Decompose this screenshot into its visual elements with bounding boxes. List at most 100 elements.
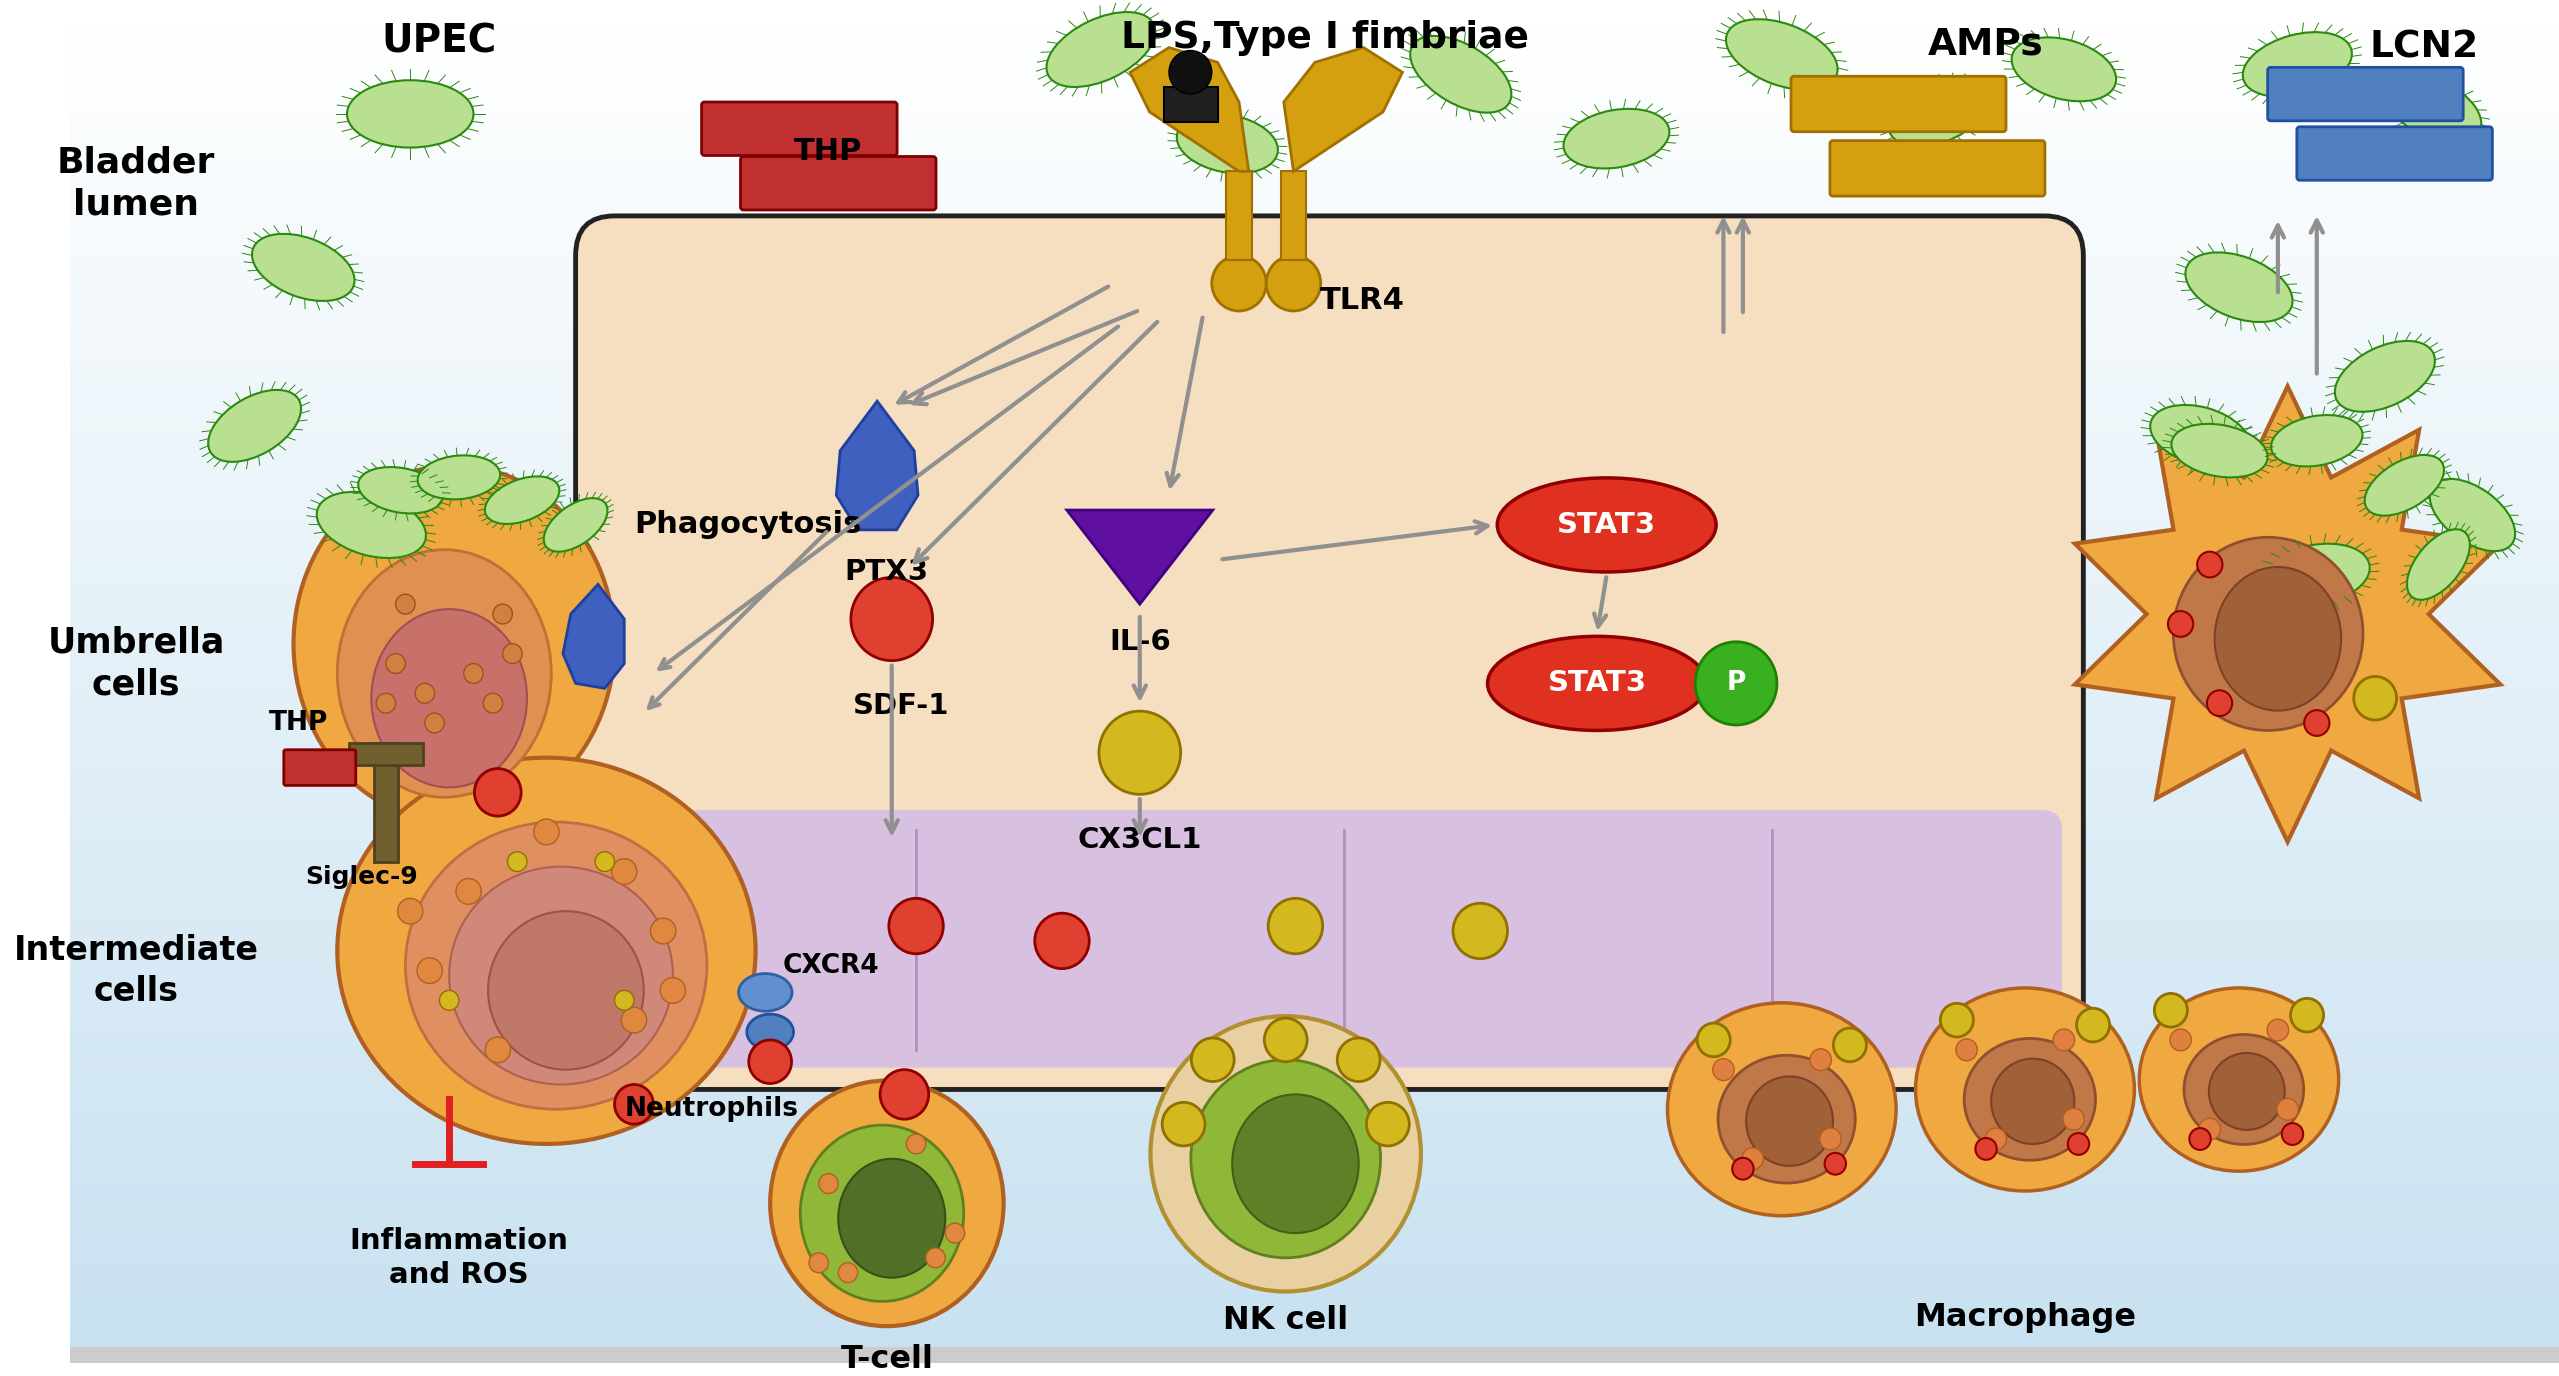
Circle shape: [473, 769, 522, 816]
Circle shape: [1267, 256, 1320, 311]
Ellipse shape: [2208, 1053, 2285, 1130]
Bar: [617, 830, 2042, 1049]
Circle shape: [1986, 1128, 2006, 1150]
Ellipse shape: [1717, 1055, 1855, 1183]
Bar: [69, 227, 2559, 238]
FancyBboxPatch shape: [701, 102, 898, 155]
Bar: [69, 1295, 2559, 1306]
Bar: [69, 352, 2559, 363]
Bar: [69, 625, 2559, 636]
Bar: [69, 545, 2559, 556]
Bar: [1226, 172, 1251, 260]
Bar: [69, 999, 2559, 1011]
Bar: [69, 579, 2559, 590]
Ellipse shape: [317, 491, 425, 559]
Bar: [69, 69, 2559, 80]
Bar: [69, 341, 2559, 352]
Ellipse shape: [338, 758, 755, 1143]
Bar: [69, 11, 2559, 23]
Circle shape: [2063, 1108, 2086, 1130]
Circle shape: [596, 852, 614, 871]
Bar: [69, 943, 2559, 954]
Circle shape: [1809, 1049, 1832, 1071]
Circle shape: [397, 899, 422, 925]
Polygon shape: [1285, 48, 1402, 172]
Bar: [69, 250, 2559, 261]
Bar: [69, 716, 2559, 727]
Circle shape: [1338, 1038, 1379, 1082]
Bar: [617, 830, 2042, 850]
Bar: [69, 852, 2559, 863]
Bar: [69, 443, 2559, 454]
Circle shape: [888, 899, 944, 954]
Bar: [69, 102, 2559, 114]
Bar: [69, 966, 2559, 977]
Bar: [69, 1044, 2559, 1057]
Bar: [69, 1159, 2559, 1170]
Bar: [69, 727, 2559, 738]
Ellipse shape: [338, 549, 550, 797]
Text: UPEC: UPEC: [381, 22, 496, 61]
Ellipse shape: [801, 1126, 965, 1302]
Circle shape: [2198, 1119, 2221, 1139]
Circle shape: [1825, 1153, 1845, 1175]
Circle shape: [425, 713, 445, 733]
Bar: [69, 932, 2559, 943]
Ellipse shape: [2428, 479, 2515, 552]
Bar: [374, 743, 397, 861]
Bar: [69, 1022, 2559, 1033]
Bar: [69, 1124, 2559, 1135]
Circle shape: [819, 1174, 839, 1193]
Circle shape: [1819, 1128, 1840, 1150]
Ellipse shape: [1668, 1003, 1896, 1216]
Polygon shape: [1131, 48, 1249, 172]
Text: Phagocytosis: Phagocytosis: [635, 510, 862, 539]
Circle shape: [456, 878, 481, 904]
Circle shape: [1832, 1028, 1866, 1062]
Bar: [69, 1238, 2559, 1249]
Circle shape: [1098, 711, 1180, 794]
Circle shape: [486, 1038, 509, 1062]
Circle shape: [2303, 710, 2329, 736]
Bar: [69, 1215, 2559, 1226]
Circle shape: [1213, 256, 1267, 311]
Ellipse shape: [2214, 567, 2341, 710]
Text: THP: THP: [793, 138, 862, 166]
Circle shape: [2052, 1029, 2075, 1051]
Ellipse shape: [2139, 988, 2339, 1171]
Circle shape: [386, 654, 404, 673]
Ellipse shape: [1177, 114, 1277, 173]
Circle shape: [494, 604, 512, 623]
Polygon shape: [2075, 387, 2500, 842]
Ellipse shape: [417, 455, 499, 499]
Circle shape: [415, 684, 435, 703]
Bar: [69, 329, 2559, 341]
Bar: [69, 1271, 2559, 1284]
Circle shape: [2278, 1098, 2298, 1120]
Bar: [69, 1351, 2559, 1362]
Bar: [69, 261, 2559, 272]
Circle shape: [1976, 1138, 1996, 1160]
Bar: [69, 374, 2559, 387]
Circle shape: [1269, 899, 1323, 954]
Bar: [69, 1102, 2559, 1113]
Ellipse shape: [2265, 544, 2370, 605]
Circle shape: [2170, 1029, 2191, 1051]
Bar: [69, 477, 2559, 488]
Bar: [69, 216, 2559, 227]
Circle shape: [2267, 1020, 2288, 1040]
Ellipse shape: [404, 821, 706, 1109]
Bar: [69, 318, 2559, 329]
FancyBboxPatch shape: [2298, 127, 2492, 180]
Bar: [69, 1170, 2559, 1181]
Ellipse shape: [543, 498, 606, 552]
Bar: [69, 1284, 2559, 1295]
Ellipse shape: [1745, 1076, 1832, 1165]
Bar: [69, 420, 2559, 432]
Bar: [69, 783, 2559, 795]
Circle shape: [2191, 1128, 2211, 1150]
Ellipse shape: [2334, 341, 2436, 411]
Bar: [69, 670, 2559, 681]
Text: P: P: [1727, 670, 1745, 696]
Bar: [69, 1033, 2559, 1044]
